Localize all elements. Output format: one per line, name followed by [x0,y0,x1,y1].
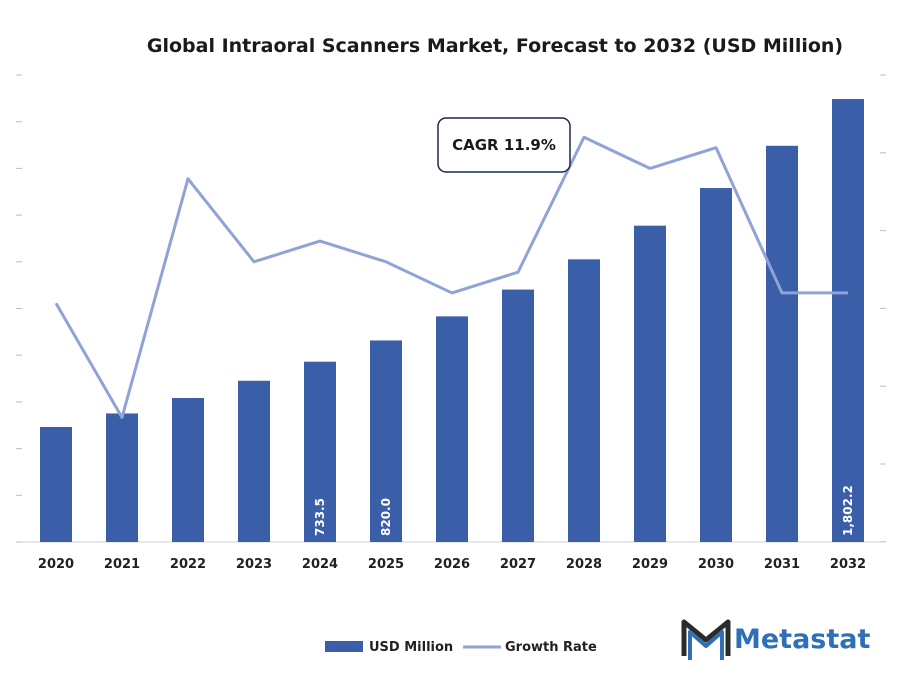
x-tick-label-2020: 2020 [38,557,74,572]
legend-label-growth-rate: Growth Rate [505,640,597,655]
metastat-logo: Metastat [681,619,871,660]
bar-2023 [238,380,270,542]
bar-data-label-2025: 820.0 [379,498,393,536]
legend-swatch-usd-million [325,641,363,652]
bar-2031 [766,145,798,543]
x-tick-label-2030: 2030 [698,557,734,572]
bar-2029 [634,225,666,542]
bar-data-label-2032: 1,802.2 [841,485,855,536]
x-tick-label-2032: 2032 [830,557,866,572]
bar-2020 [40,426,72,542]
growth-line-series [54,135,849,419]
x-tick-label-2028: 2028 [566,557,602,572]
metastat-m-logo-icon [681,619,731,660]
legend: USD Million Growth Rate [325,640,597,655]
legend-label-usd-million: USD Million [369,640,453,655]
bar-2024 [304,361,336,542]
bar-data-labels: 733.5 820.0 1,802.2 [313,485,855,536]
x-tick-label-2027: 2027 [500,557,536,572]
bar-2028 [568,259,600,542]
x-tick-label-2023: 2023 [236,557,272,572]
bar-2027 [502,289,534,542]
x-tick-label-2021: 2021 [104,557,140,572]
bar-2032 [832,99,864,542]
bar-2022 [172,397,204,542]
bar-2030 [700,188,732,542]
bar-2026 [436,316,468,542]
x-tick-label-2025: 2025 [368,557,404,572]
x-tick-label-2024: 2024 [302,557,338,572]
cagr-label: CAGR 11.9% [452,136,556,154]
bar-series [40,99,864,543]
bar-2025 [370,340,402,542]
x-axis-ticks: 2020 2021 2022 2023 2024 2025 2026 2027 2028 2029… [38,557,866,572]
x-tick-label-2026: 2026 [434,557,470,572]
cagr-box [437,117,571,173]
bar-data-label-2024: 733.5 [313,498,327,536]
cagr-annotation: CAGR 11.9% [437,117,571,173]
right-axis [880,74,886,543]
x-tick-label-2029: 2029 [632,557,668,572]
chart-title: Global Intraoral Scanners Market, Foreca… [147,35,843,57]
brand-name: Metastat [734,624,871,655]
bar-2021 [106,413,138,542]
x-tick-label-2031: 2031 [764,557,800,572]
x-tick-label-2022: 2022 [170,557,206,572]
